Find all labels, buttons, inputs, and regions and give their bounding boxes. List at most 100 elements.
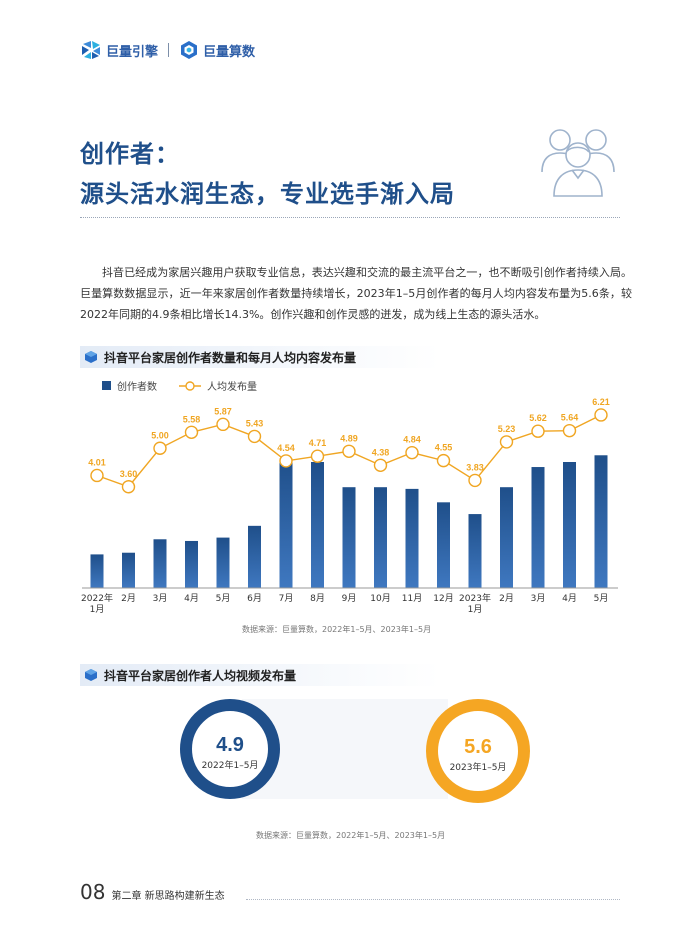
x-tick-label: 1月 <box>90 604 105 615</box>
line-label-15: 5.62 <box>529 413 547 423</box>
line-label-10: 4.38 <box>372 447 390 457</box>
section-header-chart: 抖音平台家居创作者数量和每月人均内容发布量 <box>80 346 440 368</box>
line-label-3: 5.00 <box>151 430 169 440</box>
x-tick-label: 4月 <box>562 593 577 604</box>
bar-13 <box>468 514 482 588</box>
bar-3 <box>153 539 167 588</box>
bar-10 <box>374 487 387 588</box>
line-point-13 <box>468 473 482 488</box>
bar-14 <box>500 487 513 588</box>
line-label-4: 5.58 <box>183 414 201 424</box>
line-label-5: 5.87 <box>214 406 232 416</box>
section-cube-icon <box>85 669 97 681</box>
ring-2022-value: 4.9 <box>216 734 244 756</box>
ring-2023-value: 5.6 <box>464 736 492 758</box>
line-point-15 <box>531 424 545 438</box>
x-tick-label: 7月 <box>279 593 294 604</box>
line-point-14 <box>499 435 514 449</box>
header-divider <box>168 43 170 57</box>
line-label-1: 4.01 <box>88 457 106 467</box>
x-tick-label: 5月 <box>594 593 609 604</box>
line-label-17: 6.21 <box>592 397 610 407</box>
x-tick-label: 2月 <box>499 593 514 604</box>
title-divider <box>80 217 620 218</box>
bar-5 <box>216 537 230 588</box>
x-tick-label: 12月 <box>433 593 453 604</box>
ring-2022-label: 2022年1–5月 <box>202 759 259 771</box>
bar-15 <box>531 467 545 588</box>
x-tick-label: 2023年 <box>459 592 491 604</box>
line-point-2 <box>121 480 136 494</box>
x-tick-label: 11月 <box>402 593 422 604</box>
line-label-2: 3.60 <box>120 469 138 479</box>
bar-8 <box>311 462 324 588</box>
juliang-suanshu-icon <box>181 41 198 59</box>
logo2-text: 巨量算数 <box>203 44 256 60</box>
x-tick-label: 10月 <box>370 593 390 604</box>
bar-7 <box>279 458 293 588</box>
line-point-16 <box>562 423 577 438</box>
line-label-11: 4.84 <box>403 435 421 445</box>
creators-group-icon <box>541 129 615 197</box>
line-point-7 <box>279 454 293 468</box>
line-label-12: 4.55 <box>435 443 453 453</box>
footer: 08 第二章 新思路构建新生态 <box>80 880 225 904</box>
line-label-7: 4.54 <box>277 443 295 453</box>
line-point-12 <box>436 453 451 468</box>
legend-bar-label: 创作者数 <box>117 382 157 393</box>
line-point-4 <box>184 425 199 439</box>
ring-2022: 4.9 2022年1–5月 <box>180 699 280 799</box>
line-label-16: 5.64 <box>561 413 579 423</box>
x-tick-label: 3月 <box>531 593 546 604</box>
chart-source: 数据来源：巨量算数，2022年1–5月、2023年1–5月 <box>242 625 432 634</box>
x-tick-label: 4月 <box>184 593 199 604</box>
combo-chart: 4.01 3.60 5.00 5.58 5.87 5.43 4.54 4.71 4.89 4.38… <box>81 397 618 615</box>
line-point-3 <box>153 441 167 455</box>
bar-2 <box>122 552 135 588</box>
logo-juliang-suanshu: 巨量算数 <box>179 40 255 60</box>
line-point-11 <box>405 445 419 460</box>
bar-6 <box>248 525 261 588</box>
line-point-5 <box>216 417 230 432</box>
line-label-9: 4.89 <box>340 433 358 443</box>
section-cube-icon <box>85 351 97 363</box>
chart-legend: 创作者数 人均发布量 <box>102 378 257 393</box>
x-tick-label: 8月 <box>310 593 325 604</box>
bar-4 <box>185 540 198 588</box>
title-line-1: 创作者： <box>80 140 180 168</box>
line-label-13: 3.83 <box>466 462 484 472</box>
line-point-6 <box>247 429 262 444</box>
line-label-8: 4.71 <box>309 438 327 448</box>
line-label-14: 5.23 <box>498 424 516 434</box>
ring-2023: 5.6 2023年1–5月 <box>426 699 530 803</box>
bar-1 <box>90 554 104 588</box>
bar-9 <box>342 487 356 588</box>
bar-17 <box>594 455 608 588</box>
line-point-10 <box>373 458 388 473</box>
line-label-6: 5.43 <box>246 418 264 428</box>
x-tick-label: 3月 <box>153 593 168 604</box>
section-header-rings: 抖音平台家居创作者人均视频发布量 <box>80 664 440 686</box>
bar-11 <box>405 488 419 588</box>
x-tick-label: 1月 <box>468 604 483 615</box>
line-point-8 <box>310 449 325 463</box>
logo1-text: 巨量引擎 <box>106 44 159 60</box>
x-tick-label: 9月 <box>342 593 357 604</box>
intro-paragraph: 抖音已经成为家居兴趣用户获取专业信息，表达兴趣和交流的最主流平台之一，也不断吸引… <box>80 266 632 321</box>
x-tick-label: 6月 <box>247 593 262 604</box>
x-tick-label: 2月 <box>121 593 136 604</box>
logo-juliang-engine: 巨量引擎 <box>80 40 158 60</box>
page-title: 创作者： 源头活水润生态，专业选手渐入局 <box>80 134 455 214</box>
rings-source: 数据来源：巨量算数，2022年1–5月、2023年1–5月 <box>256 831 446 840</box>
title-line-2: 源头活水润生态，专业选手渐入局 <box>80 180 455 208</box>
footer-divider <box>246 899 620 900</box>
line-point-17 <box>594 408 608 422</box>
legend-line-label: 人均发布量 <box>207 382 257 393</box>
page-number: 08 <box>80 880 106 904</box>
bar-12 <box>437 502 450 588</box>
section-title-rings: 抖音平台家居创作者人均视频发布量 <box>104 668 297 683</box>
x-tick-label: 2022年 <box>81 592 113 604</box>
bar-16 <box>563 462 576 588</box>
juliang-engine-icon <box>82 41 100 59</box>
section-title-chart: 抖音平台家居创作者数量和每月人均内容发布量 <box>104 350 357 365</box>
